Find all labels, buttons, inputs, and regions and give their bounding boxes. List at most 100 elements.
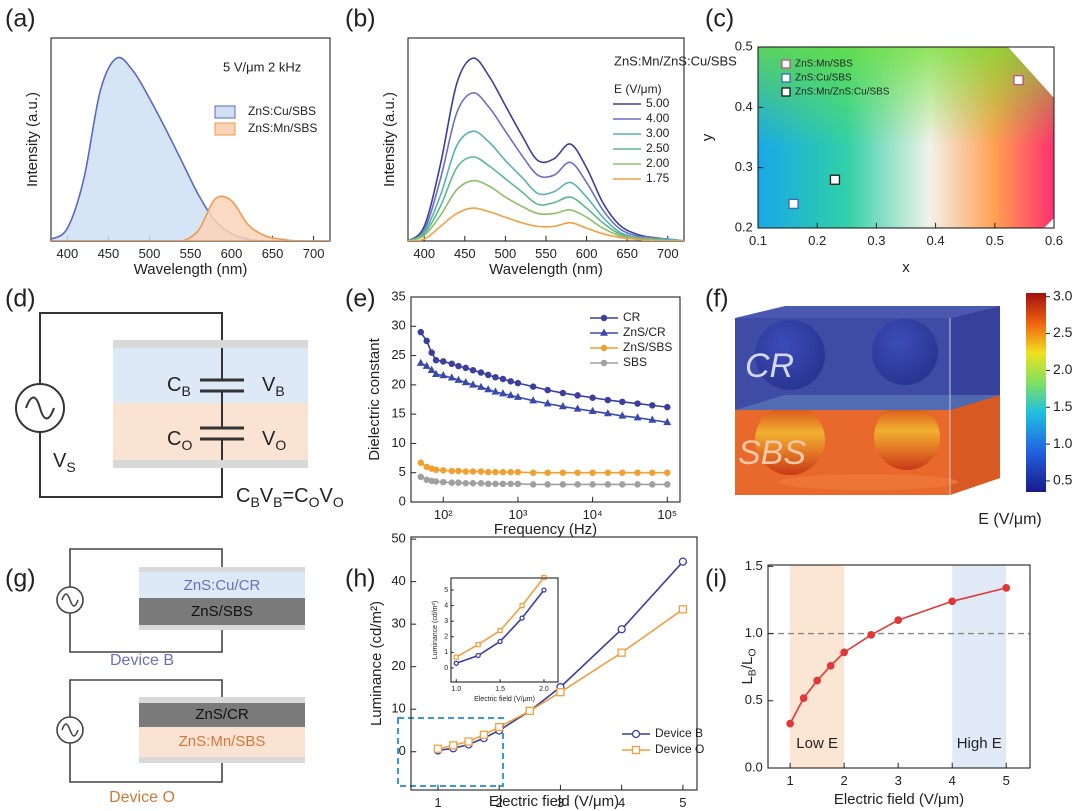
subscript: B: [275, 383, 284, 399]
marker: [497, 638, 503, 645]
chart-title: ZnS:Mn/ZnS:Cu/SBS: [614, 53, 737, 68]
marker: [448, 467, 456, 475]
marker: [432, 369, 440, 378]
marker: [484, 371, 492, 379]
x-tick-label: 0.3: [867, 233, 885, 248]
x-axis-label: Electric field (V/μm): [834, 791, 964, 808]
marker: [600, 344, 608, 352]
marker: [455, 467, 462, 475]
marker: [664, 481, 671, 488]
capacitor-label: CO: [167, 428, 192, 452]
x-axis-label: Wavelength (nm): [134, 261, 248, 278]
y-axis-label: y: [699, 133, 716, 141]
subscript: O: [746, 648, 758, 656]
legend-label: ZnS:Mn/SBS: [795, 59, 853, 70]
legend-label: 2.50: [646, 141, 670, 155]
line: [408, 179, 684, 241]
voltage-label: VB: [262, 374, 285, 398]
x-tick-label: 2.0: [539, 686, 549, 693]
marker: [529, 481, 537, 488]
layer-label: ZnS:Mn/SBS: [179, 733, 266, 750]
annotation: 5 V/μm 2 kHz: [223, 59, 301, 74]
x-tick-label: 3: [895, 773, 902, 788]
marker: [455, 362, 462, 370]
chart: 0.1 0.2 0.3 0.4 0.5 0.60.20.30.40.5xyZnS:Mn/S…: [699, 38, 1063, 276]
legend-swatch: [214, 122, 236, 136]
x-tick-label: 10²: [434, 507, 453, 522]
x-tick-label: 700: [303, 246, 325, 261]
source-label: VS: [53, 450, 76, 474]
line: [408, 156, 684, 241]
marker: [448, 479, 456, 486]
marker: [826, 661, 835, 670]
marker: [619, 481, 626, 488]
band: [790, 565, 845, 768]
marker: [448, 360, 456, 368]
legend-label: Device O: [655, 742, 704, 756]
marker: [574, 392, 581, 399]
text-part: V: [53, 450, 67, 472]
y-tick-label: 3: [444, 618, 448, 625]
marker: [462, 468, 469, 475]
marker: [559, 469, 567, 476]
y-axis-label: Intensity (a.u.): [24, 92, 41, 187]
x-tick-label: 650: [616, 246, 638, 261]
marker: [439, 467, 447, 474]
panel-label: (g): [5, 565, 36, 593]
colorbar-tick-label: 2.0: [1053, 361, 1073, 377]
marker: [475, 652, 481, 659]
x-tick-label: 1: [434, 795, 441, 810]
marker: [619, 469, 626, 476]
subscript: O: [309, 494, 320, 510]
marker: [422, 361, 431, 369]
y-tick-label: 30: [391, 318, 405, 333]
y-tick-label: 10: [391, 701, 405, 716]
x-tick-label: 2: [496, 795, 503, 810]
band-label: High E: [957, 735, 1002, 752]
x-tick-label: 0.4: [927, 233, 945, 248]
text-part: C: [167, 428, 181, 450]
y-tick-label: 20: [391, 658, 405, 673]
marker: [840, 648, 849, 657]
line: [408, 207, 684, 241]
x-tick-label: 400: [57, 246, 79, 261]
x-tick-label: 400: [413, 246, 435, 261]
marker: [948, 597, 957, 606]
line: [408, 57, 684, 241]
y-tick-label: 0.4: [735, 99, 753, 114]
marker: [574, 481, 581, 488]
subscript: B: [250, 494, 259, 510]
marker: [529, 469, 537, 476]
marker: [519, 602, 525, 609]
marker: [619, 398, 626, 406]
x-axis-label: Wavelength (nm): [489, 261, 603, 278]
marker: [781, 73, 791, 83]
y-tick-label: 5: [444, 587, 448, 594]
marker: [604, 481, 612, 488]
y-tick-label: 0.5: [745, 692, 763, 707]
equation: CBVB=COVO: [236, 485, 344, 509]
x-tick-label: 0.1: [749, 233, 767, 248]
marker: [678, 605, 688, 614]
marker: [649, 469, 656, 476]
marker: [461, 378, 470, 386]
marker: [439, 371, 448, 379]
marker: [663, 417, 672, 426]
y-axis-label: Intensity (a.u.): [381, 92, 398, 187]
x-tick-label: 4: [618, 795, 625, 810]
x-tick-label: 500: [495, 246, 517, 261]
marker: [589, 469, 596, 476]
marker: [634, 469, 641, 476]
marker: [462, 480, 469, 487]
marker: [618, 411, 627, 419]
subscript: O: [333, 494, 344, 510]
marker: [529, 396, 538, 404]
marker: [449, 741, 458, 750]
marker: [432, 357, 440, 364]
marker: [664, 469, 671, 476]
marker: [588, 406, 597, 414]
marker: [544, 481, 551, 488]
marker: [439, 478, 447, 486]
legend-label: 4.00: [646, 111, 670, 125]
marker: [447, 373, 456, 381]
